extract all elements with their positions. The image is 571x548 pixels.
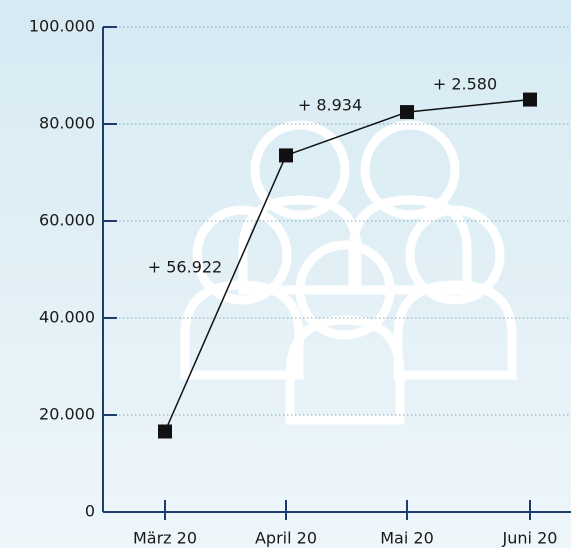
y-tick-label: 0 [85,502,95,521]
y-tick-label: 80.000 [39,114,95,133]
y-tick-label: 100.000 [29,17,95,36]
y-tick-label: 40.000 [39,308,95,327]
annotation: + 2.580 [433,75,497,94]
marker [279,148,293,163]
marker [158,424,172,439]
marker [523,92,537,107]
x-tick-label: Juni 20 [502,529,558,548]
x-tick-label: März 20 [133,529,197,548]
x-tick-label: Mai 20 [380,529,434,548]
x-tick-label: April 20 [255,529,317,548]
annotation: + 8.934 [298,96,362,115]
marker [400,105,414,120]
people-icon [180,120,517,425]
y-tick-label: 60.000 [39,211,95,230]
line [164,98,531,432]
y-tick-label: 20.000 [39,405,95,424]
annotation: + 56.922 [148,258,222,277]
